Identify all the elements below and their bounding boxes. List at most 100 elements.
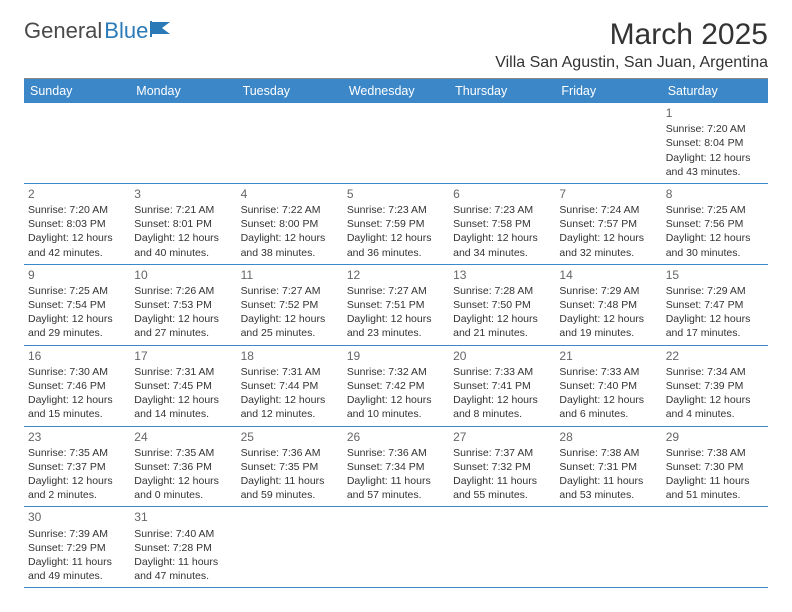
day-number: 7 (559, 186, 657, 202)
sunset-line: Sunset: 7:41 PM (453, 379, 551, 393)
calendar-cell: 2Sunrise: 7:20 AMSunset: 8:03 PMDaylight… (24, 183, 130, 264)
sunset-line: Sunset: 7:54 PM (28, 298, 126, 312)
day-number: 9 (28, 267, 126, 283)
sunset-line: Sunset: 7:51 PM (347, 298, 445, 312)
sunset-line: Sunset: 7:37 PM (28, 460, 126, 474)
sunset-line: Sunset: 7:45 PM (134, 379, 232, 393)
day-header: Friday (555, 79, 661, 103)
calendar-body: 1Sunrise: 7:20 AMSunset: 8:04 PMDaylight… (24, 103, 768, 588)
day-header: Tuesday (237, 79, 343, 103)
day-number: 23 (28, 429, 126, 445)
sunrise-line: Sunrise: 7:38 AM (559, 446, 657, 460)
calendar-cell (130, 103, 236, 183)
calendar-cell: 14Sunrise: 7:29 AMSunset: 7:48 PMDayligh… (555, 264, 661, 345)
sunrise-line: Sunrise: 7:25 AM (28, 284, 126, 298)
daylight-line: Daylight: 11 hours and 59 minutes. (241, 474, 339, 502)
sunset-line: Sunset: 7:34 PM (347, 460, 445, 474)
sunrise-line: Sunrise: 7:39 AM (28, 527, 126, 541)
calendar-cell: 10Sunrise: 7:26 AMSunset: 7:53 PMDayligh… (130, 264, 236, 345)
day-number: 17 (134, 348, 232, 364)
calendar-cell (343, 103, 449, 183)
day-number: 2 (28, 186, 126, 202)
calendar-table: SundayMondayTuesdayWednesdayThursdayFrid… (24, 79, 768, 588)
daylight-line: Daylight: 12 hours and 25 minutes. (241, 312, 339, 340)
day-number: 20 (453, 348, 551, 364)
sunset-line: Sunset: 7:42 PM (347, 379, 445, 393)
calendar-cell: 13Sunrise: 7:28 AMSunset: 7:50 PMDayligh… (449, 264, 555, 345)
sunset-line: Sunset: 7:59 PM (347, 217, 445, 231)
day-number: 30 (28, 509, 126, 525)
sunrise-line: Sunrise: 7:34 AM (666, 365, 764, 379)
sunset-line: Sunset: 7:58 PM (453, 217, 551, 231)
sunrise-line: Sunrise: 7:25 AM (666, 203, 764, 217)
calendar-cell: 5Sunrise: 7:23 AMSunset: 7:59 PMDaylight… (343, 183, 449, 264)
sunset-line: Sunset: 7:30 PM (666, 460, 764, 474)
day-header: Thursday (449, 79, 555, 103)
day-number: 21 (559, 348, 657, 364)
calendar-cell: 4Sunrise: 7:22 AMSunset: 8:00 PMDaylight… (237, 183, 343, 264)
sunset-line: Sunset: 7:28 PM (134, 541, 232, 555)
calendar-cell (449, 507, 555, 588)
daylight-line: Daylight: 12 hours and 34 minutes. (453, 231, 551, 259)
calendar-cell (449, 103, 555, 183)
sunrise-line: Sunrise: 7:28 AM (453, 284, 551, 298)
calendar-row: 9Sunrise: 7:25 AMSunset: 7:54 PM Daylight… (24, 264, 768, 345)
sunset-line: Sunset: 7:46 PM (28, 379, 126, 393)
sunrise-line: Sunrise: 7:40 AM (134, 527, 232, 541)
calendar-cell: 1Sunrise: 7:20 AMSunset: 8:04 PMDaylight… (662, 103, 768, 183)
sunrise-line: Sunrise: 7:21 AM (134, 203, 232, 217)
day-header: Monday (130, 79, 236, 103)
sunset-line: Sunset: 8:03 PM (28, 217, 126, 231)
daylight-line: Daylight: 12 hours and 23 minutes. (347, 312, 445, 340)
daylight-line: Daylight: 12 hours and 0 minutes. (134, 474, 232, 502)
calendar-cell: 8Sunrise: 7:25 AMSunset: 7:56 PMDaylight… (662, 183, 768, 264)
daylight-line: Daylight: 11 hours and 47 minutes. (134, 555, 232, 583)
day-number: 11 (241, 267, 339, 283)
sunrise-line: Sunrise: 7:20 AM (28, 203, 126, 217)
sunrise-line: Sunrise: 7:37 AM (453, 446, 551, 460)
calendar-cell: 3Sunrise: 7:21 AMSunset: 8:01 PMDaylight… (130, 183, 236, 264)
calendar-cell: 19Sunrise: 7:32 AMSunset: 7:42 PMDayligh… (343, 345, 449, 426)
sunrise-line: Sunrise: 7:23 AM (347, 203, 445, 217)
daylight-line: Daylight: 12 hours and 8 minutes. (453, 393, 551, 421)
sunset-line: Sunset: 7:53 PM (134, 298, 232, 312)
sunrise-line: Sunrise: 7:24 AM (559, 203, 657, 217)
sunset-line: Sunset: 7:36 PM (134, 460, 232, 474)
sunrise-line: Sunrise: 7:38 AM (666, 446, 764, 460)
sunrise-line: Sunrise: 7:35 AM (28, 446, 126, 460)
sunrise-line: Sunrise: 7:32 AM (347, 365, 445, 379)
day-number: 29 (666, 429, 764, 445)
daylight-line: Daylight: 12 hours and 17 minutes. (666, 312, 764, 340)
sunrise-line: Sunrise: 7:27 AM (241, 284, 339, 298)
day-number: 31 (134, 509, 232, 525)
calendar-cell (24, 103, 130, 183)
day-number: 10 (134, 267, 232, 283)
brand-logo: GeneralBlue (24, 18, 176, 44)
day-number: 6 (453, 186, 551, 202)
daylight-line: Daylight: 12 hours and 40 minutes. (134, 231, 232, 259)
day-number: 26 (347, 429, 445, 445)
daylight-line: Daylight: 12 hours and 6 minutes. (559, 393, 657, 421)
calendar-cell: 11Sunrise: 7:27 AMSunset: 7:52 PMDayligh… (237, 264, 343, 345)
calendar-cell (662, 507, 768, 588)
day-number: 27 (453, 429, 551, 445)
sunset-line: Sunset: 7:44 PM (241, 379, 339, 393)
day-number: 4 (241, 186, 339, 202)
daylight-line: Daylight: 11 hours and 55 minutes. (453, 474, 551, 502)
day-header: Wednesday (343, 79, 449, 103)
calendar-cell: 29Sunrise: 7:38 AMSunset: 7:30 PMDayligh… (662, 426, 768, 507)
daylight-line: Daylight: 12 hours and 2 minutes. (28, 474, 126, 502)
sunrise-line: Sunrise: 7:36 AM (347, 446, 445, 460)
sunset-line: Sunset: 7:35 PM (241, 460, 339, 474)
daylight-line: Daylight: 11 hours and 53 minutes. (559, 474, 657, 502)
sunrise-line: Sunrise: 7:33 AM (559, 365, 657, 379)
daylight-line: Daylight: 12 hours and 15 minutes. (28, 393, 126, 421)
day-number: 28 (559, 429, 657, 445)
daylight-line: Daylight: 12 hours and 12 minutes. (241, 393, 339, 421)
sunrise-line: Sunrise: 7:30 AM (28, 365, 126, 379)
daylight-line: Daylight: 12 hours and 4 minutes. (666, 393, 764, 421)
sunrise-line: Sunrise: 7:36 AM (241, 446, 339, 460)
daylight-line: Daylight: 12 hours and 21 minutes. (453, 312, 551, 340)
day-number: 25 (241, 429, 339, 445)
calendar-cell: 23Sunrise: 7:35 AMSunset: 7:37 PMDayligh… (24, 426, 130, 507)
